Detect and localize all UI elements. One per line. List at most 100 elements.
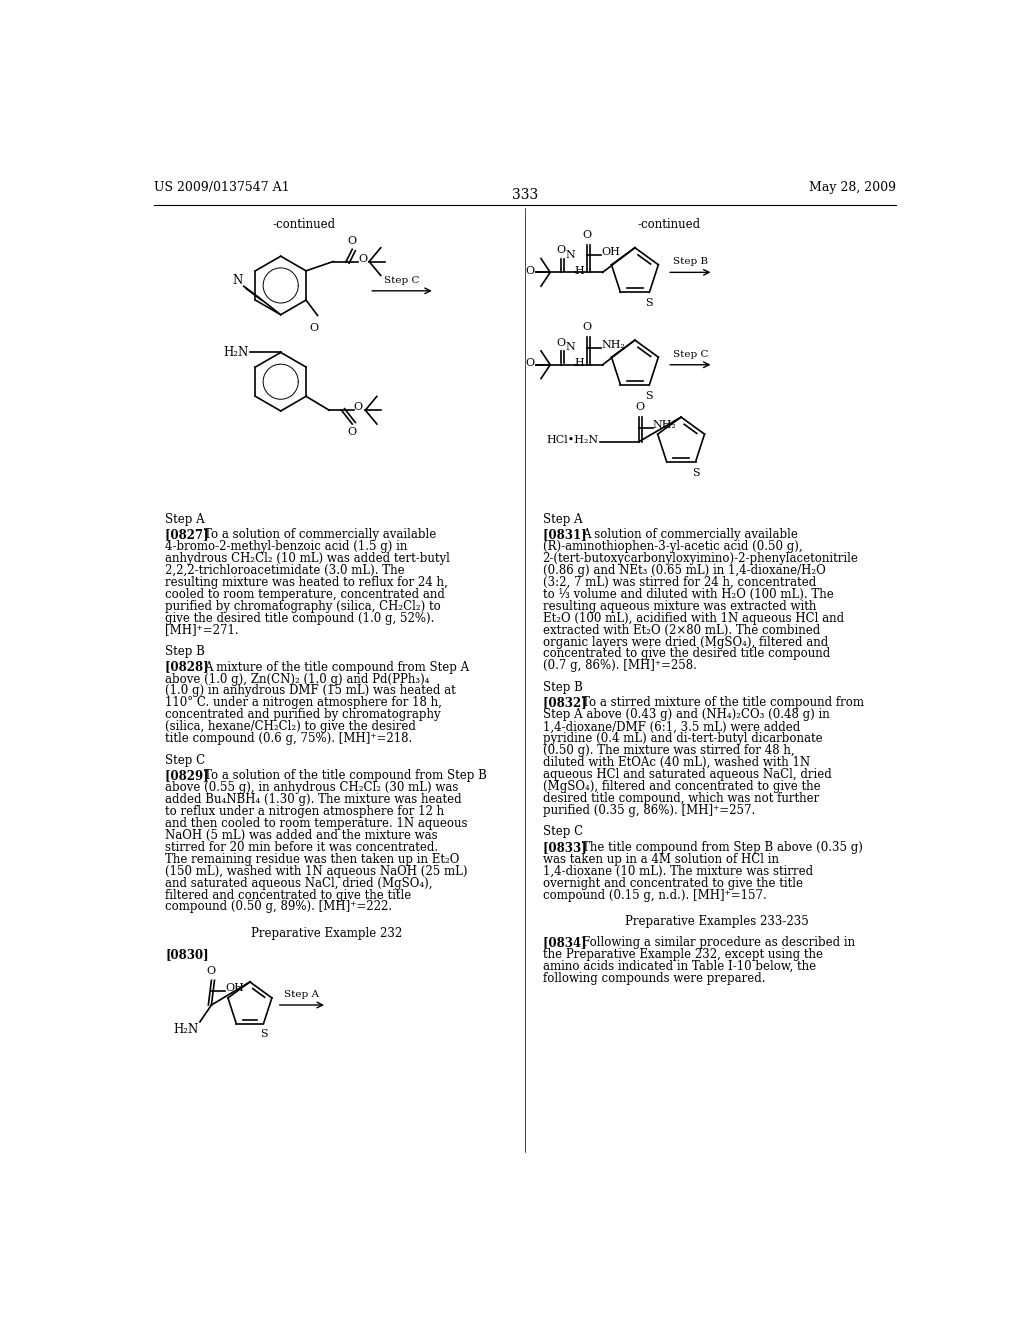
Text: [0833]: [0833] (543, 841, 603, 854)
Text: extracted with Et₂O (2×80 mL). The combined: extracted with Et₂O (2×80 mL). The combi… (543, 623, 820, 636)
Text: concentrated to give the desired title compound: concentrated to give the desired title c… (543, 648, 829, 660)
Text: OH: OH (601, 247, 620, 257)
Text: (150 mL), washed with 1N aqueous NaOH (25 mL): (150 mL), washed with 1N aqueous NaOH (2… (165, 865, 468, 878)
Text: and saturated aqueous NaCl, dried (MgSO₄),: and saturated aqueous NaCl, dried (MgSO₄… (165, 876, 433, 890)
Text: O: O (525, 265, 535, 276)
Text: the Preparative Example 232, except using the: the Preparative Example 232, except usin… (543, 948, 822, 961)
Text: A solution of commercially available: A solution of commercially available (582, 528, 798, 541)
Text: resulting mixture was heated to reflux for 24 h,: resulting mixture was heated to reflux f… (165, 576, 447, 589)
Text: following compounds were prepared.: following compounds were prepared. (543, 972, 765, 985)
Text: above (0.55 g), in anhydrous CH₂Cl₂ (30 mL) was: above (0.55 g), in anhydrous CH₂Cl₂ (30 … (165, 781, 459, 795)
Text: The remaining residue was then taken up in Et₂O: The remaining residue was then taken up … (165, 853, 460, 866)
Text: (1.0 g) in anhydrous DMF (15 mL) was heated at: (1.0 g) in anhydrous DMF (15 mL) was hea… (165, 685, 456, 697)
Text: Step B: Step B (165, 645, 205, 659)
Text: Et₂O (100 mL), acidified with 1N aqueous HCl and: Et₂O (100 mL), acidified with 1N aqueous… (543, 611, 844, 624)
Text: Step B: Step B (543, 681, 583, 694)
Text: aqueous HCl and saturated aqueous NaCl, dried: aqueous HCl and saturated aqueous NaCl, … (543, 768, 831, 781)
Text: 1,4-dioxane/DMF (6:1, 3.5 mL) were added: 1,4-dioxane/DMF (6:1, 3.5 mL) were added (543, 721, 800, 734)
Text: cooled to room temperature, concentrated and: cooled to room temperature, concentrated… (165, 587, 445, 601)
Text: O: O (309, 323, 318, 333)
Text: To a solution of the title compound from Step B: To a solution of the title compound from… (205, 770, 487, 783)
Text: O: O (636, 403, 645, 412)
Text: resulting aqueous mixture was extracted with: resulting aqueous mixture was extracted … (543, 599, 816, 612)
Text: 2-(tert-butoxycarbonyloxyimino)-2-phenylacetonitrile: 2-(tert-butoxycarbonyloxyimino)-2-phenyl… (543, 552, 858, 565)
Text: N: N (565, 342, 575, 352)
Text: to reflux under a nitrogen atmosphere for 12 h: to reflux under a nitrogen atmosphere fo… (165, 805, 444, 818)
Text: was taken up in a 4M solution of HCl in: was taken up in a 4M solution of HCl in (543, 853, 778, 866)
Text: -continued: -continued (638, 218, 701, 231)
Text: 110° C. under a nitrogen atmosphere for 18 h,: 110° C. under a nitrogen atmosphere for … (165, 697, 442, 709)
Text: [0827]: [0827] (165, 528, 225, 541)
Text: NaOH (5 mL) was added and the mixture was: NaOH (5 mL) was added and the mixture wa… (165, 829, 438, 842)
Text: O: O (358, 253, 368, 264)
Text: O: O (583, 322, 592, 333)
Text: S: S (645, 298, 653, 309)
Text: S: S (260, 1030, 267, 1039)
Text: Following a similar procedure as described in: Following a similar procedure as describ… (582, 936, 855, 949)
Text: Step A: Step A (543, 512, 582, 525)
Text: Step C: Step C (384, 276, 420, 285)
Text: -continued: -continued (272, 218, 336, 231)
Text: compound (0.15 g, n.d.). [MH]⁺=157.: compound (0.15 g, n.d.). [MH]⁺=157. (543, 888, 766, 902)
Text: N: N (232, 273, 243, 286)
Text: filtered and concentrated to give the title: filtered and concentrated to give the ti… (165, 888, 412, 902)
Text: H: H (574, 265, 585, 276)
Text: S: S (645, 391, 653, 401)
Text: O: O (556, 246, 565, 256)
Text: [MH]⁺=271.: [MH]⁺=271. (165, 623, 239, 636)
Text: H: H (574, 358, 585, 368)
Text: Step A: Step A (285, 990, 319, 999)
Text: To a stirred mixture of the title compound from: To a stirred mixture of the title compou… (582, 697, 864, 709)
Text: 2,2,2-trichloroacetimidate (3.0 mL). The: 2,2,2-trichloroacetimidate (3.0 mL). The (165, 564, 404, 577)
Text: 333: 333 (512, 187, 538, 202)
Text: Preparative Example 232: Preparative Example 232 (251, 927, 402, 940)
Text: title compound (0.6 g, 75%). [MH]⁺=218.: title compound (0.6 g, 75%). [MH]⁺=218. (165, 733, 413, 746)
Text: compound (0.50 g, 89%). [MH]⁺=222.: compound (0.50 g, 89%). [MH]⁺=222. (165, 900, 392, 913)
Text: give the desired title compound (1.0 g, 52%).: give the desired title compound (1.0 g, … (165, 611, 434, 624)
Text: (MgSO₄), filtered and concentrated to give the: (MgSO₄), filtered and concentrated to gi… (543, 780, 820, 793)
Text: A mixture of the title compound from Step A: A mixture of the title compound from Ste… (205, 660, 470, 673)
Text: anhydrous CH₂Cl₂ (10 mL) was added tert-butyl: anhydrous CH₂Cl₂ (10 mL) was added tert-… (165, 552, 451, 565)
Text: to ⅓ volume and diluted with H₂O (100 mL). The: to ⅓ volume and diluted with H₂O (100 mL… (543, 587, 834, 601)
Text: [0834]: [0834] (543, 936, 603, 949)
Text: diluted with EtOAc (40 mL), washed with 1N: diluted with EtOAc (40 mL), washed with … (543, 756, 810, 770)
Text: (silica, hexane/CH₂Cl₂) to give the desired: (silica, hexane/CH₂Cl₂) to give the desi… (165, 721, 416, 734)
Text: [0831]: [0831] (543, 528, 603, 541)
Text: O: O (348, 428, 356, 437)
Text: H₂N: H₂N (173, 1023, 199, 1036)
Text: pyridine (0.4 mL) and di-tert-butyl dicarbonate: pyridine (0.4 mL) and di-tert-butyl dica… (543, 733, 822, 746)
Text: N: N (565, 249, 575, 260)
Text: concentrated and purified by chromatography: concentrated and purified by chromatogra… (165, 709, 441, 721)
Text: 1,4-dioxane (10 mL). The mixture was stirred: 1,4-dioxane (10 mL). The mixture was sti… (543, 865, 813, 878)
Text: Step C: Step C (543, 825, 583, 838)
Text: Step A: Step A (165, 512, 205, 525)
Text: Step C: Step C (673, 350, 709, 359)
Text: [0828]: [0828] (165, 660, 225, 673)
Text: and then cooled to room temperature. 1N aqueous: and then cooled to room temperature. 1N … (165, 817, 468, 830)
Text: NH₂: NH₂ (601, 339, 625, 350)
Text: OH: OH (225, 983, 244, 993)
Text: [0829]: [0829] (165, 770, 225, 783)
Text: above (1.0 g), Zn(CN)₂ (1.0 g) and Pd(PPh₃)₄: above (1.0 g), Zn(CN)₂ (1.0 g) and Pd(PP… (165, 672, 430, 685)
Text: purified (0.35 g, 86%). [MH]⁺=257.: purified (0.35 g, 86%). [MH]⁺=257. (543, 804, 755, 817)
Text: O: O (525, 358, 535, 368)
Text: H₂N: H₂N (223, 346, 249, 359)
Text: NH₂: NH₂ (652, 420, 677, 430)
Text: S: S (692, 467, 699, 478)
Text: US 2009/0137547 A1: US 2009/0137547 A1 (154, 181, 290, 194)
Text: The title compound from Step B above (0.35 g): The title compound from Step B above (0.… (582, 841, 862, 854)
Text: (0.7 g, 86%). [MH]⁺=258.: (0.7 g, 86%). [MH]⁺=258. (543, 660, 696, 672)
Text: Preparative Examples 233-235: Preparative Examples 233-235 (626, 915, 809, 928)
Text: To a solution of commercially available: To a solution of commercially available (205, 528, 436, 541)
Text: O: O (583, 230, 592, 240)
Text: (3:2, 7 mL) was stirred for 24 h, concentrated: (3:2, 7 mL) was stirred for 24 h, concen… (543, 576, 816, 589)
Text: O: O (556, 338, 565, 348)
Text: purified by chromatography (silica, CH₂Cl₂) to: purified by chromatography (silica, CH₂C… (165, 599, 441, 612)
Text: organic layers were dried (MgSO₄), filtered and: organic layers were dried (MgSO₄), filte… (543, 635, 827, 648)
Text: overnight and concentrated to give the title: overnight and concentrated to give the t… (543, 876, 803, 890)
Text: Step A above (0.43 g) and (NH₄)₂CO₃ (0.48 g) in: Step A above (0.43 g) and (NH₄)₂CO₃ (0.4… (543, 709, 829, 721)
Text: stirred for 20 min before it was concentrated.: stirred for 20 min before it was concent… (165, 841, 438, 854)
Text: HCl•H₂N: HCl•H₂N (547, 436, 599, 445)
Text: amino acids indicated in Table I-10 below, the: amino acids indicated in Table I-10 belo… (543, 960, 816, 973)
Text: May 28, 2009: May 28, 2009 (809, 181, 896, 194)
